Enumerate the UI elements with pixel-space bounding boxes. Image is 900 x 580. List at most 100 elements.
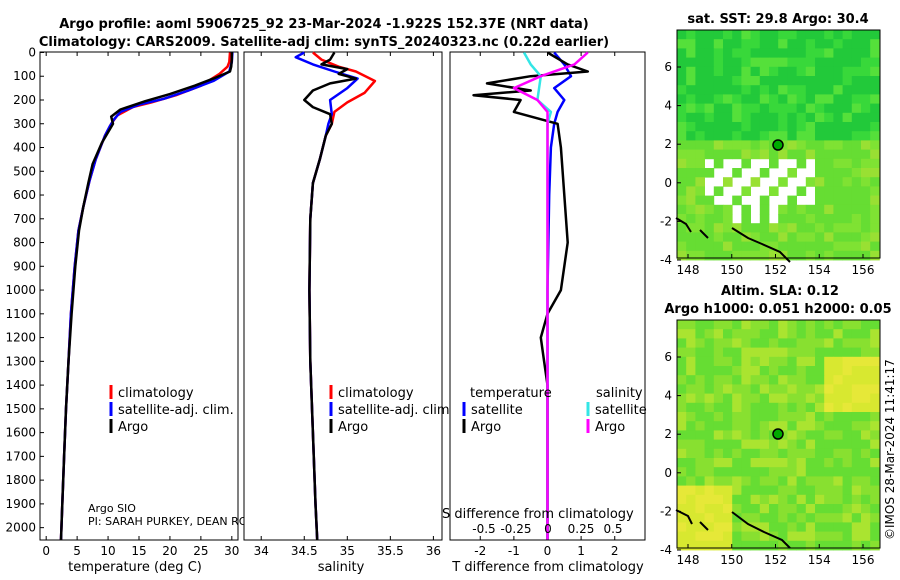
map-cell bbox=[769, 241, 779, 252]
map-cell bbox=[824, 232, 834, 242]
map-cell bbox=[732, 338, 742, 348]
map-cell bbox=[842, 48, 853, 58]
map-cell bbox=[704, 76, 715, 86]
map-cell bbox=[704, 85, 715, 95]
map-cell bbox=[824, 195, 834, 206]
map-cell bbox=[695, 66, 705, 77]
map-cell bbox=[723, 393, 733, 404]
map-cell bbox=[686, 494, 696, 505]
map-cell bbox=[695, 177, 705, 187]
map-cell bbox=[695, 347, 705, 358]
map-cell bbox=[815, 214, 825, 224]
map-cell bbox=[686, 223, 696, 233]
legend-temperature-title: temperature bbox=[470, 386, 552, 401]
map-cell bbox=[686, 214, 696, 224]
map-cell bbox=[842, 94, 853, 104]
sst-coastline bbox=[675, 217, 791, 263]
map-cell bbox=[833, 356, 843, 367]
map-cell bbox=[842, 320, 853, 330]
map-cell bbox=[723, 375, 733, 385]
map-cell bbox=[732, 430, 742, 440]
temperature-x-label: temperature (deg C) bbox=[68, 560, 202, 575]
map-cell bbox=[833, 338, 843, 348]
map-cell bbox=[750, 439, 761, 450]
map-cell bbox=[815, 39, 825, 49]
map-cell bbox=[824, 177, 834, 187]
map-cell bbox=[695, 76, 705, 86]
map-cell bbox=[704, 122, 715, 132]
map-cell bbox=[713, 223, 724, 233]
map-cell bbox=[778, 76, 788, 86]
map-cell bbox=[870, 513, 880, 523]
map-cell bbox=[750, 39, 761, 49]
map-cell bbox=[759, 531, 770, 542]
map-cell bbox=[769, 76, 779, 86]
map-cell bbox=[723, 467, 733, 477]
map-cell bbox=[713, 421, 724, 431]
map-cell bbox=[815, 66, 825, 77]
sst-map-panel: sat. SST: 29.8 Argo: 30.4 148 150 152 154 15… bbox=[660, 12, 881, 277]
map-cell bbox=[851, 531, 862, 542]
map-cell bbox=[851, 522, 862, 532]
map-cell bbox=[805, 131, 816, 141]
depth-tick-label: 1300 bbox=[5, 354, 36, 368]
map-cell bbox=[695, 48, 705, 58]
x-tick-label: 35.5 bbox=[377, 544, 404, 558]
map-cell bbox=[686, 476, 696, 486]
map-cell bbox=[695, 513, 705, 523]
map-cell bbox=[759, 329, 770, 339]
map-cell bbox=[732, 476, 742, 486]
map-cell bbox=[842, 412, 853, 422]
map-cell bbox=[787, 131, 797, 141]
map-cell bbox=[695, 57, 705, 68]
map-cell bbox=[833, 66, 843, 77]
map-cell bbox=[833, 458, 843, 468]
map-cell bbox=[741, 48, 751, 58]
map-cell bbox=[796, 494, 807, 505]
map-cell bbox=[851, 57, 862, 68]
salinity-lines bbox=[294, 51, 377, 540]
map-cell bbox=[713, 476, 724, 486]
map-cell bbox=[824, 458, 834, 468]
map-cell bbox=[787, 366, 797, 376]
map-cell bbox=[842, 140, 853, 150]
legend-satellite: satellite-adj. clim. bbox=[118, 403, 234, 418]
map-cell bbox=[695, 103, 705, 114]
map-cell bbox=[787, 140, 797, 150]
map-cell bbox=[805, 66, 816, 77]
map-cell bbox=[824, 384, 834, 394]
map-cell bbox=[769, 66, 779, 77]
map-cell bbox=[796, 223, 807, 233]
map-cell bbox=[861, 140, 871, 150]
map-cell bbox=[769, 366, 779, 376]
map-cell bbox=[741, 329, 751, 339]
map-cell bbox=[805, 329, 816, 339]
map-cell bbox=[805, 112, 816, 123]
map-cell bbox=[741, 250, 751, 261]
map-cell bbox=[723, 412, 733, 422]
sla-map-ticks: 148 150 152 154 156 6 4 2 0 -2 -4 bbox=[660, 350, 874, 567]
depth-tick-label: 1500 bbox=[5, 402, 36, 416]
salinity-x-label: salinity bbox=[318, 560, 365, 575]
map-cell bbox=[778, 85, 788, 95]
map-cell bbox=[815, 439, 825, 450]
map-cell bbox=[759, 112, 770, 123]
map-cell bbox=[842, 195, 853, 206]
map-cell bbox=[861, 366, 871, 376]
map-cell bbox=[842, 504, 853, 514]
map-cell bbox=[870, 356, 880, 367]
map-cell bbox=[842, 476, 853, 486]
map-cell bbox=[787, 149, 797, 160]
map-cell bbox=[787, 531, 797, 542]
map-cell bbox=[732, 531, 742, 542]
map-cell bbox=[815, 430, 825, 440]
series-line-argo bbox=[303, 51, 358, 540]
map-cell bbox=[842, 66, 853, 77]
map-cell bbox=[732, 467, 742, 477]
map-cell bbox=[870, 476, 880, 486]
map-cell bbox=[723, 103, 733, 114]
map-cell bbox=[833, 439, 843, 450]
map-cell bbox=[750, 177, 761, 187]
map-cell bbox=[723, 494, 733, 505]
map-cell bbox=[815, 366, 825, 376]
